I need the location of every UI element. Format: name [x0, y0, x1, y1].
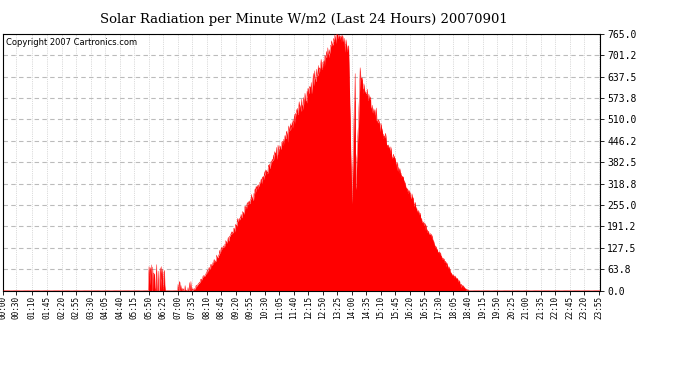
Text: Solar Radiation per Minute W/m2 (Last 24 Hours) 20070901: Solar Radiation per Minute W/m2 (Last 24… [100, 13, 507, 26]
Text: Copyright 2007 Cartronics.com: Copyright 2007 Cartronics.com [6, 38, 137, 46]
